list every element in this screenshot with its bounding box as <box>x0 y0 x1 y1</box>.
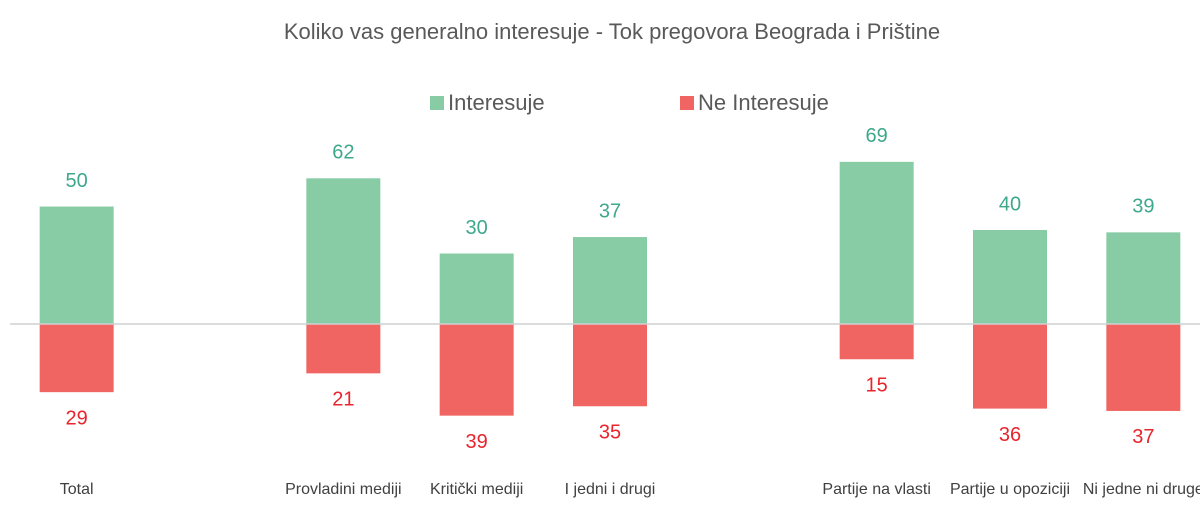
data-label: 30 <box>466 217 488 239</box>
data-label: 29 <box>66 407 88 429</box>
legend-label: Ne Interesuje <box>698 90 829 115</box>
x-tick-label: Ni jedne ni druge <box>1082 481 1200 498</box>
data-label: 37 <box>599 200 621 222</box>
data-label: 37 <box>1132 426 1154 448</box>
data-label: 15 <box>866 375 888 397</box>
data-label: 39 <box>1132 196 1154 218</box>
data-label: 40 <box>999 193 1021 215</box>
bar <box>973 324 1047 409</box>
bar <box>39 324 114 393</box>
bar <box>306 178 381 324</box>
bar <box>839 161 914 324</box>
legend-swatch <box>680 96 694 110</box>
x-tick-label: Provladini mediji <box>285 481 402 498</box>
data-label: 69 <box>866 125 888 147</box>
x-tick-label: Kritički mediji <box>429 481 524 498</box>
x-tick-label: Partije u opoziciji <box>949 481 1071 498</box>
bar <box>573 324 647 407</box>
bar <box>439 324 514 416</box>
bar <box>1106 324 1181 411</box>
x-tick-label: Partije na vlasti <box>822 481 931 498</box>
bar <box>1106 232 1181 324</box>
x-tick-label: I jedni i drugi <box>564 481 656 498</box>
data-label: 39 <box>466 431 488 453</box>
bar <box>973 230 1047 324</box>
legend-swatch <box>430 96 444 110</box>
data-label: 21 <box>332 389 354 411</box>
data-label: 50 <box>66 170 88 192</box>
chart-title: Koliko vas generalno interesuje - Tok pr… <box>284 19 940 44</box>
x-tick-label: Total <box>59 481 94 498</box>
legend-label: Interesuje <box>448 90 545 115</box>
bar <box>839 324 914 360</box>
data-label: 36 <box>999 424 1021 446</box>
bar <box>573 237 647 324</box>
bar <box>306 324 381 374</box>
bar <box>439 253 514 324</box>
data-label: 35 <box>599 422 621 444</box>
data-label: 62 <box>332 142 354 164</box>
bar <box>39 206 114 324</box>
